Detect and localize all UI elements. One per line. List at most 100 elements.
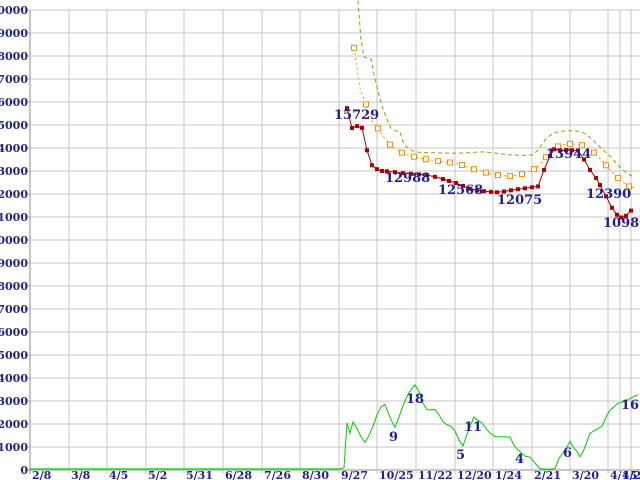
red-solid-line-marker bbox=[604, 194, 608, 199]
y-tick-label: 20000 bbox=[0, 4, 28, 17]
y-tick-label: 18000 bbox=[0, 50, 28, 63]
x-tick-label: 1/24 bbox=[495, 469, 522, 480]
orange-dashed-line-marker bbox=[459, 162, 465, 168]
orange-dashed-line-marker bbox=[519, 171, 525, 177]
red-solid-line-marker bbox=[454, 181, 458, 185]
red-solid-line-marker bbox=[401, 171, 405, 176]
red-solid-line-marker bbox=[447, 178, 451, 183]
red-solid-line-marker bbox=[536, 184, 540, 189]
value-annotation: 10980 bbox=[603, 216, 640, 231]
y-tick-label: 16000 bbox=[0, 96, 28, 109]
red-solid-line-marker bbox=[360, 125, 364, 130]
y-tick-label: 8000 bbox=[0, 280, 28, 293]
y-tick-label: 3000 bbox=[0, 395, 28, 408]
red-solid-line-marker bbox=[350, 126, 354, 130]
value-annotation: 12568 bbox=[438, 183, 483, 198]
value-annotation: 18 bbox=[406, 392, 424, 407]
x-tick-label: 8/30 bbox=[302, 469, 329, 480]
red-solid-line-marker bbox=[441, 177, 445, 182]
x-tick-label: 2/8 bbox=[32, 469, 52, 480]
y-tick-label: 2000 bbox=[0, 418, 28, 431]
orange-dashed-line-marker bbox=[579, 142, 585, 149]
red-solid-line-marker bbox=[610, 205, 614, 210]
red-solid-line-marker bbox=[564, 148, 568, 153]
x-tick-label: 9/27 bbox=[341, 469, 368, 480]
orange-dashed-line-marker bbox=[435, 158, 441, 165]
y-tick-label: 1000 bbox=[0, 441, 28, 454]
y-tick-label: 7000 bbox=[0, 303, 28, 316]
orange-dashed-line-marker bbox=[471, 166, 477, 173]
red-solid-line-marker bbox=[385, 169, 389, 174]
red-solid-line-marker bbox=[615, 212, 619, 217]
orange-dashed-line-marker bbox=[447, 159, 453, 166]
y-tick-label: 6000 bbox=[0, 326, 28, 339]
red-solid-line-marker bbox=[409, 171, 413, 176]
red-solid-line-marker bbox=[380, 169, 384, 173]
red-solid-line-marker bbox=[588, 167, 592, 172]
red-solid-line-marker bbox=[417, 172, 421, 177]
red-solid-line-marker bbox=[375, 167, 379, 172]
x-tick-label: 10/25 bbox=[379, 469, 414, 480]
red-solid-line-marker bbox=[624, 213, 628, 218]
red-solid-line-marker bbox=[558, 148, 562, 153]
y-tick-label: 5000 bbox=[0, 349, 28, 362]
value-annotation: 9 bbox=[389, 430, 398, 445]
red-solid-line-marker bbox=[475, 188, 479, 193]
y-tick-label: 11000 bbox=[0, 211, 28, 224]
red-solid-line-marker bbox=[393, 170, 397, 175]
orange-dashed-line bbox=[353, 47, 635, 189]
value-annotation: 15729 bbox=[334, 108, 379, 123]
y-tick-label: 10000 bbox=[0, 234, 28, 247]
x-tick-label: 7/26 bbox=[264, 469, 291, 480]
x-tick-label: 3/8 bbox=[71, 469, 91, 480]
red-solid-line-marker bbox=[619, 215, 623, 220]
red-solid-line-marker bbox=[598, 183, 602, 187]
value-annotation: 6 bbox=[563, 446, 572, 461]
value-annotation: 12390 bbox=[586, 187, 631, 202]
x-tick-label: 2/21 bbox=[534, 469, 561, 480]
y-tick-label: 4000 bbox=[0, 372, 28, 385]
red-solid-line-marker bbox=[425, 173, 429, 178]
value-annotation: 12988 bbox=[385, 171, 430, 186]
orange-dashed-line-marker bbox=[483, 169, 489, 176]
x-tick-label: 5/2 bbox=[148, 469, 167, 480]
orange-dashed-line-marker bbox=[363, 101, 369, 108]
red-solid-line-marker bbox=[548, 154, 552, 159]
orange-dashed-line-marker bbox=[375, 125, 381, 132]
orange-dashed-line-marker bbox=[399, 149, 405, 156]
orange-dashed-line-marker bbox=[603, 162, 609, 169]
y-tick-label: 0 bbox=[20, 464, 28, 477]
red-solid-line-marker bbox=[582, 157, 586, 162]
orange-dashed-line-marker bbox=[615, 174, 621, 181]
y-tick-label: 14000 bbox=[0, 142, 28, 155]
orange-dashed-line-marker bbox=[351, 44, 357, 51]
x-tick-label: 4/22 bbox=[622, 469, 640, 480]
red-solid-line-marker bbox=[482, 189, 486, 194]
orange-dashed-line-marker bbox=[387, 141, 393, 148]
value-annotation: 13944 bbox=[546, 147, 591, 162]
y-tick-label: 12000 bbox=[0, 188, 28, 201]
red-solid-line-marker bbox=[576, 148, 580, 153]
value-annotation: 11 bbox=[464, 420, 482, 435]
orange-dashed-line-marker bbox=[531, 166, 537, 173]
orange-dashed-line-marker bbox=[567, 140, 573, 147]
orange-dashed-line-marker bbox=[591, 149, 597, 156]
red-solid-line-marker bbox=[570, 148, 574, 153]
y-tick-label: 9000 bbox=[0, 257, 28, 270]
value-annotation: 16 bbox=[621, 398, 639, 413]
x-tick-label: 11/22 bbox=[418, 469, 453, 480]
red-solid-line-marker bbox=[552, 147, 556, 152]
olive-dashed-line bbox=[357, 0, 635, 178]
value-annotation: 4 bbox=[515, 452, 524, 467]
red-solid-line-marker bbox=[461, 183, 465, 188]
red-solid-line-marker bbox=[345, 106, 349, 111]
y-tick-label: 15000 bbox=[0, 119, 28, 132]
x-tick-label: 4/15 bbox=[610, 469, 637, 480]
orange-dashed-line-marker bbox=[423, 156, 429, 163]
value-annotation: 5 bbox=[456, 448, 465, 463]
red-solid-line-marker bbox=[629, 208, 633, 213]
red-solid-line-marker bbox=[365, 148, 369, 153]
value-annotation: 12075 bbox=[497, 193, 542, 208]
orange-dashed-line-marker bbox=[626, 183, 632, 190]
